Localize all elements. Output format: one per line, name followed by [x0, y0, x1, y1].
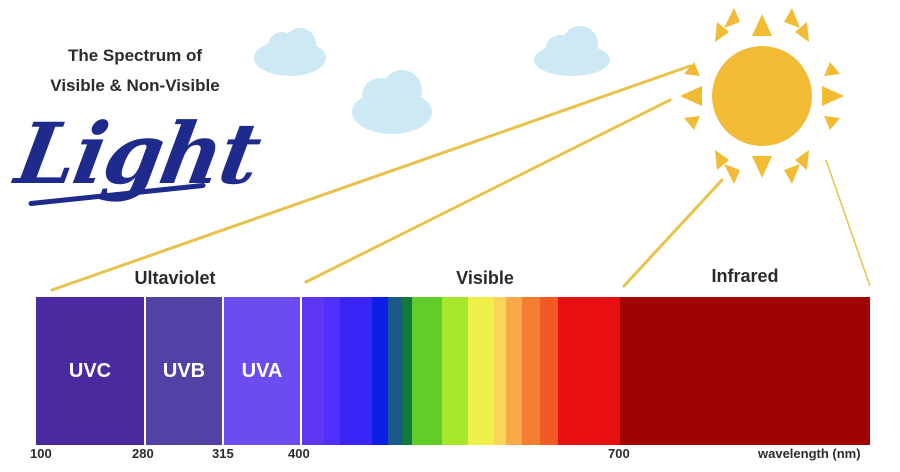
section-label-ultraviolet: Ultaviolet [134, 268, 216, 288]
axis-label-wavelength: wavelength (nm) [758, 446, 861, 461]
tick-label-700: 700 [608, 446, 630, 461]
visible-band-1 [302, 297, 324, 445]
section-label-infrared: Infrared [711, 266, 779, 286]
tick-label-100: 100 [30, 446, 52, 461]
sun-rays [50, 64, 724, 292]
tick-label-400: 400 [288, 446, 310, 461]
visible-band-14 [558, 297, 620, 445]
uvc-label: UVC [68, 359, 112, 382]
cloud-left [254, 28, 326, 76]
section-label-visible: Visible [456, 268, 514, 288]
visible-band-12 [522, 297, 540, 445]
visible-band-4 [372, 297, 388, 445]
brand-script-title: Light [9, 104, 267, 203]
visible-band-8 [442, 297, 468, 445]
cloud-middle [352, 70, 432, 134]
title-line-2: Visible & Non-Visible [50, 76, 220, 95]
infrared-band [620, 297, 870, 445]
visible-band-7 [412, 297, 442, 445]
visible-band-10 [494, 297, 506, 445]
uvb-label: UVB [162, 359, 206, 382]
title-line-1: The Spectrum of [67, 46, 203, 65]
visible-band-2 [324, 297, 340, 445]
cloud-right [534, 26, 610, 76]
uva-band: UVA [224, 297, 300, 445]
visible-band-6 [402, 297, 412, 445]
sun-ray-thin [825, 159, 871, 287]
visible-band-5 [388, 297, 402, 445]
uvb-band: UVB [146, 297, 222, 445]
tick-label-315: 315 [212, 446, 234, 461]
tick-label-280: 280 [132, 446, 154, 461]
visible-band-9 [468, 297, 494, 445]
sun-icon [680, 8, 844, 184]
uva-label: UVA [241, 359, 283, 382]
visible-band-3 [340, 297, 372, 445]
visible-band-11 [506, 297, 522, 445]
uvc-band: UVC [36, 297, 144, 445]
visible-band-13 [540, 297, 558, 445]
